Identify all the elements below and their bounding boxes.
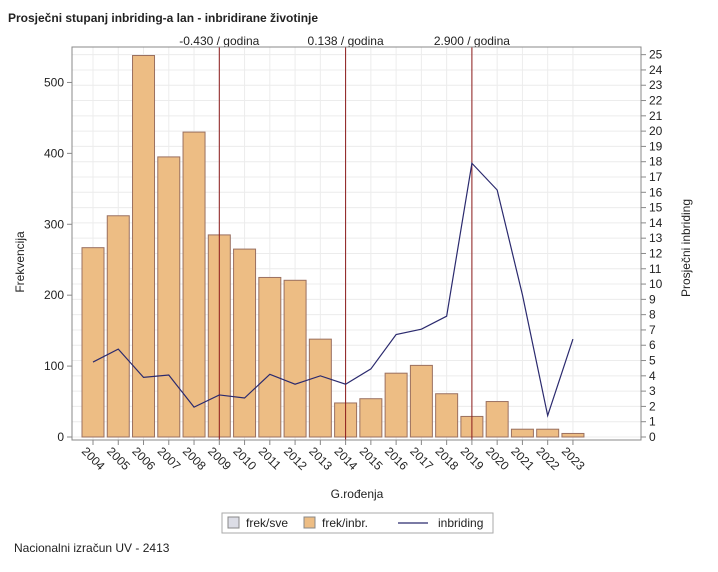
reference-label: 0.138 / godina — [308, 34, 384, 48]
y-tick-label: 300 — [44, 217, 64, 231]
y-tick-label: 0 — [57, 430, 64, 444]
legend-label: frek/inbr. — [322, 516, 368, 530]
y2-tick-label: 20 — [649, 124, 663, 138]
y2-tick-label: 3 — [649, 384, 656, 398]
y2-tick-label: 21 — [649, 109, 663, 123]
bar — [81, 247, 105, 438]
bar — [485, 401, 509, 438]
y2-tick-label: 7 — [649, 323, 656, 337]
y-tick-label: 200 — [44, 288, 64, 302]
bar — [384, 372, 408, 438]
y2-tick-label: 10 — [649, 277, 663, 291]
bar — [283, 279, 307, 438]
y2-tick-label: 11 — [649, 262, 662, 276]
legend-label: frek/sve — [246, 516, 288, 530]
y2-tick-label: 15 — [649, 201, 663, 215]
chart-title: Prosječni stupanj inbriding-a lan - inbr… — [8, 11, 318, 25]
y2-axis-label: Prosječni inbriding — [679, 199, 693, 297]
y2-tick-label: 9 — [649, 292, 656, 306]
x-axis-label: G.rođenja — [331, 487, 384, 501]
y2-tick-label: 25 — [649, 48, 663, 62]
plot-frame — [71, 46, 642, 441]
bar — [359, 398, 383, 438]
bar — [435, 393, 459, 438]
y2-tick-label: 19 — [649, 139, 663, 153]
legend-label: inbriding — [438, 516, 483, 530]
y-tick-label: 400 — [44, 146, 64, 160]
y2-tick-label: 22 — [649, 94, 663, 108]
legend-box — [221, 512, 494, 534]
y2-tick-label: 0 — [649, 430, 656, 444]
y2-tick-label: 4 — [649, 369, 656, 383]
bar — [536, 428, 560, 438]
legend-swatch — [303, 516, 316, 529]
legend-swatch — [227, 516, 240, 529]
bar — [561, 432, 585, 438]
footer: Nacionalni izračun UV - 2413 — [14, 541, 170, 555]
y-tick-label: 500 — [44, 75, 64, 89]
y-tick-label: 100 — [44, 359, 64, 373]
bar — [258, 276, 282, 438]
y-axis-label: Frekvencija — [13, 231, 27, 293]
y2-tick-label: 12 — [649, 246, 663, 260]
bar — [132, 55, 156, 438]
y2-tick-label: 2 — [649, 399, 656, 413]
y2-tick-label: 17 — [649, 170, 663, 184]
y2-tick-label: 1 — [649, 415, 656, 429]
y2-tick-label: 6 — [649, 338, 656, 352]
y2-tick-label: 14 — [649, 216, 663, 230]
y2-tick-label: 16 — [649, 185, 663, 199]
y2-tick-label: 23 — [649, 78, 663, 92]
bar — [106, 215, 130, 438]
bar — [182, 131, 206, 438]
bar — [233, 248, 257, 438]
y2-tick-label: 5 — [649, 354, 656, 368]
y2-tick-label: 8 — [649, 308, 656, 322]
bar — [409, 364, 433, 438]
bar — [157, 156, 181, 438]
y2-tick-label: 24 — [649, 63, 663, 77]
y2-tick-label: 13 — [649, 231, 663, 245]
reference-label: -0.430 / godina — [179, 34, 259, 48]
y2-tick-label: 18 — [649, 155, 663, 169]
bar — [308, 338, 332, 438]
bar — [510, 428, 534, 438]
reference-label: 2.900 / godina — [434, 34, 510, 48]
line — [92, 161, 574, 418]
